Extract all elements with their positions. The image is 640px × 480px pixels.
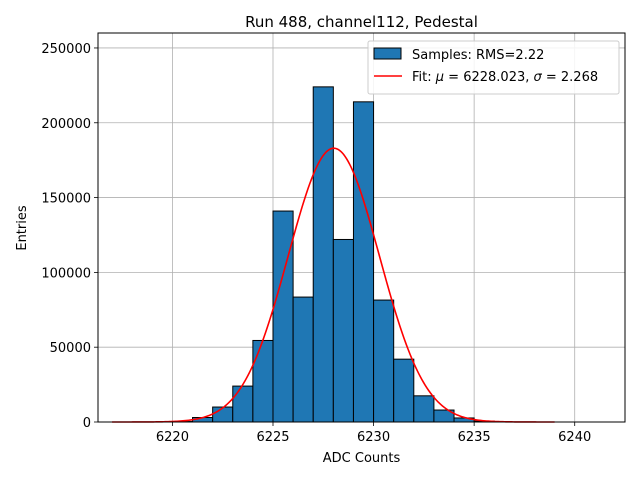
- y-tick-label: 150000: [41, 192, 91, 207]
- histogram-bar: [393, 358, 415, 423]
- axis-ticks: 6220 6225 6230 6235 6240 0 50000 100000 150000 20…: [41, 42, 591, 445]
- histogram-bars: [171, 86, 495, 423]
- x-tick-label: 6235: [458, 430, 491, 445]
- y-tick-label: 50000: [50, 341, 91, 356]
- legend-fit-mu-symbol: μ: [435, 70, 444, 85]
- histogram-bar: [373, 299, 395, 423]
- y-axis-label: Entries: [15, 205, 30, 251]
- histogram-bar: [413, 395, 435, 423]
- chart-title: Run 488, channel112, Pedestal: [245, 13, 478, 31]
- legend-box: [367, 40, 620, 95]
- x-axis-label: ADC Counts: [323, 451, 401, 466]
- x-tick-label: 6240: [558, 430, 591, 445]
- legend-histogram-label: Samples: RMS=2.22: [412, 48, 544, 63]
- legend-fit-sigma-symbol: σ: [534, 70, 543, 85]
- histogram-bar: [332, 238, 354, 423]
- x-tick-label: 6225: [256, 430, 289, 445]
- legend-fit-prefix: Fit:: [412, 70, 436, 85]
- histogram-bar: [292, 296, 314, 423]
- y-tick-label: 0: [83, 416, 91, 431]
- y-tick-label: 100000: [41, 266, 91, 281]
- x-tick-label: 6220: [156, 430, 189, 445]
- histogram-bar: [212, 406, 234, 423]
- legend: Samples: RMS=2.22 Fit: μ = 6228.023, σ =…: [367, 40, 620, 95]
- legend-fit-mu-value: = 6228.023,: [444, 70, 533, 85]
- fit-curve: [112, 147, 555, 423]
- histogram-bar: [252, 339, 274, 423]
- plot-frame: [97, 32, 626, 423]
- y-tick-label: 250000: [41, 42, 91, 57]
- legend-fit-sigma-value: = 2.268: [542, 70, 598, 85]
- histogram-bar: [232, 385, 254, 423]
- histogram-bar: [312, 86, 334, 423]
- legend-histogram-swatch: [373, 47, 402, 60]
- y-tick-label: 200000: [41, 117, 91, 132]
- legend-fit-label: Fit: μ = 6228.023, σ = 2.268: [412, 70, 598, 85]
- x-tick-label: 6230: [357, 430, 390, 445]
- histogram-bar: [352, 101, 375, 423]
- histogram-bar: [272, 210, 294, 423]
